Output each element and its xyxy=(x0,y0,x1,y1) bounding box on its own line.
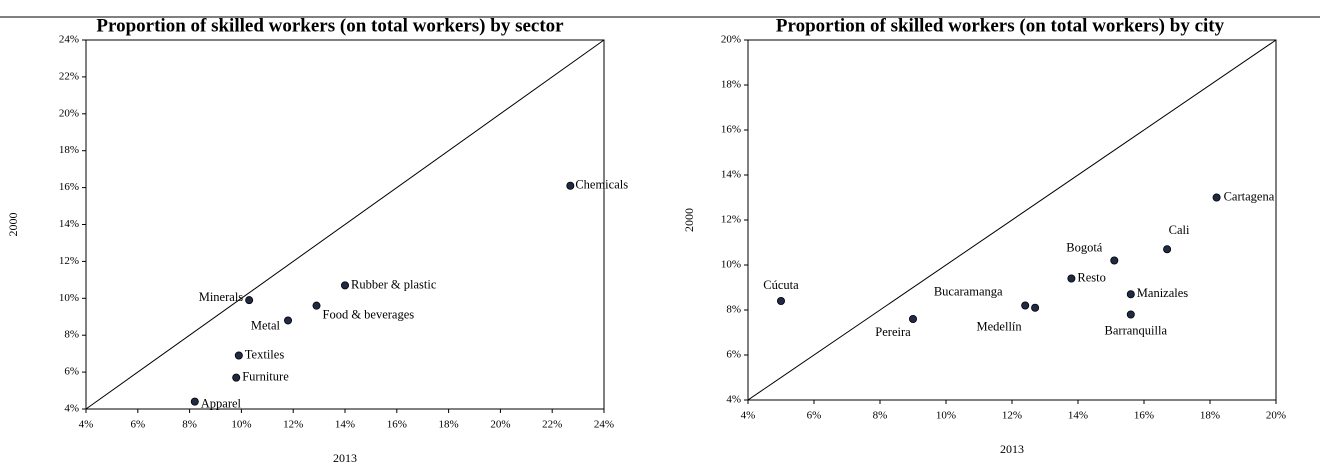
chart-title: Proportion of skilled workers (on total … xyxy=(776,15,1225,36)
y-tick-label: 4% xyxy=(64,403,79,415)
point xyxy=(284,316,293,325)
x-axis-title: 2013 xyxy=(1000,442,1024,456)
x-tick-label: 8% xyxy=(873,410,888,422)
point-label: Apparel xyxy=(201,396,242,410)
y-tick-label: 10% xyxy=(59,292,79,304)
x-tick-label: 14% xyxy=(335,419,355,431)
y-tick-label: 14% xyxy=(59,218,79,230)
y-tick-label: 8% xyxy=(726,304,741,316)
y-tick-label: 8% xyxy=(64,329,79,341)
point-label: Bucaramanga xyxy=(934,284,1003,298)
y-axis-title: 2000 xyxy=(682,208,696,232)
point-label: Minerals xyxy=(199,290,244,304)
y-tick-label: 20% xyxy=(59,107,79,119)
diagonal xyxy=(747,39,1277,401)
point xyxy=(234,351,243,360)
y-tick-label: 24% xyxy=(59,34,79,46)
point xyxy=(1021,301,1030,310)
x-tick-label: 18% xyxy=(1200,410,1220,422)
y-tick-label: 22% xyxy=(59,70,79,82)
x-axis-title: 2013 xyxy=(333,451,357,465)
y-tick-label: 6% xyxy=(726,349,741,361)
point xyxy=(777,296,786,305)
x-tick-label: 16% xyxy=(1134,410,1154,422)
diagonal xyxy=(85,39,605,410)
y-tick-label: 6% xyxy=(64,366,79,378)
point-label: Cartagena xyxy=(1224,189,1275,203)
point-label: Resto xyxy=(1077,270,1105,284)
point-label: Chemicals xyxy=(575,178,628,192)
y-tick-label: 16% xyxy=(59,181,79,193)
point-label: Textiles xyxy=(245,347,285,361)
point xyxy=(1067,274,1076,283)
x-tick-label: 18% xyxy=(439,419,459,431)
point xyxy=(1212,193,1221,202)
point-label: Medellín xyxy=(977,320,1023,334)
y-tick-label: 14% xyxy=(721,169,741,181)
chart-title: Proportion of skilled workers (on total … xyxy=(96,15,564,36)
y-tick-label: 12% xyxy=(59,255,79,267)
y-tick-label: 16% xyxy=(721,124,741,136)
x-tick-label: 14% xyxy=(1068,410,1088,422)
point xyxy=(1031,303,1040,312)
y-tick-label: 10% xyxy=(721,259,741,271)
x-tick-label: 22% xyxy=(542,419,562,431)
x-tick-label: 20% xyxy=(490,419,510,431)
point xyxy=(566,181,575,190)
point-label: Cali xyxy=(1169,223,1190,237)
y-axis-title: 2000 xyxy=(6,213,20,237)
point-label: Barranquilla xyxy=(1105,323,1168,337)
point-label: Manizales xyxy=(1137,286,1189,300)
x-tick-label: 6% xyxy=(807,410,822,422)
point-label: Cúcuta xyxy=(763,278,799,292)
point-label: Bogotá xyxy=(1066,240,1103,254)
x-tick-label: 10% xyxy=(231,419,251,431)
point xyxy=(312,301,321,310)
point xyxy=(232,373,241,382)
point-label: Pereira xyxy=(875,325,911,339)
point xyxy=(1126,290,1135,299)
point xyxy=(1126,310,1135,319)
x-tick-label: 24% xyxy=(594,419,614,431)
point-label: Rubber & plastic xyxy=(351,277,437,291)
y-tick-label: 18% xyxy=(59,144,79,156)
point xyxy=(340,281,349,290)
point-label: Furniture xyxy=(242,370,289,384)
x-tick-label: 16% xyxy=(387,419,407,431)
x-tick-label: 4% xyxy=(741,410,756,422)
point xyxy=(245,296,254,305)
x-tick-label: 20% xyxy=(1266,410,1286,422)
point-label: Food & beverages xyxy=(323,308,415,322)
y-tick-label: 18% xyxy=(721,79,741,91)
x-tick-label: 6% xyxy=(130,419,145,431)
x-tick-label: 12% xyxy=(1002,410,1022,422)
x-tick-label: 4% xyxy=(79,419,94,431)
x-tick-label: 10% xyxy=(936,410,956,422)
point xyxy=(1163,245,1172,254)
y-tick-label: 20% xyxy=(721,34,741,46)
x-tick-label: 12% xyxy=(283,419,303,431)
point xyxy=(190,397,199,406)
point xyxy=(909,314,918,323)
point-label: Metal xyxy=(251,318,281,332)
y-tick-label: 12% xyxy=(721,214,741,226)
x-tick-label: 8% xyxy=(182,419,197,431)
point xyxy=(1110,256,1119,265)
y-tick-label: 4% xyxy=(726,394,741,406)
